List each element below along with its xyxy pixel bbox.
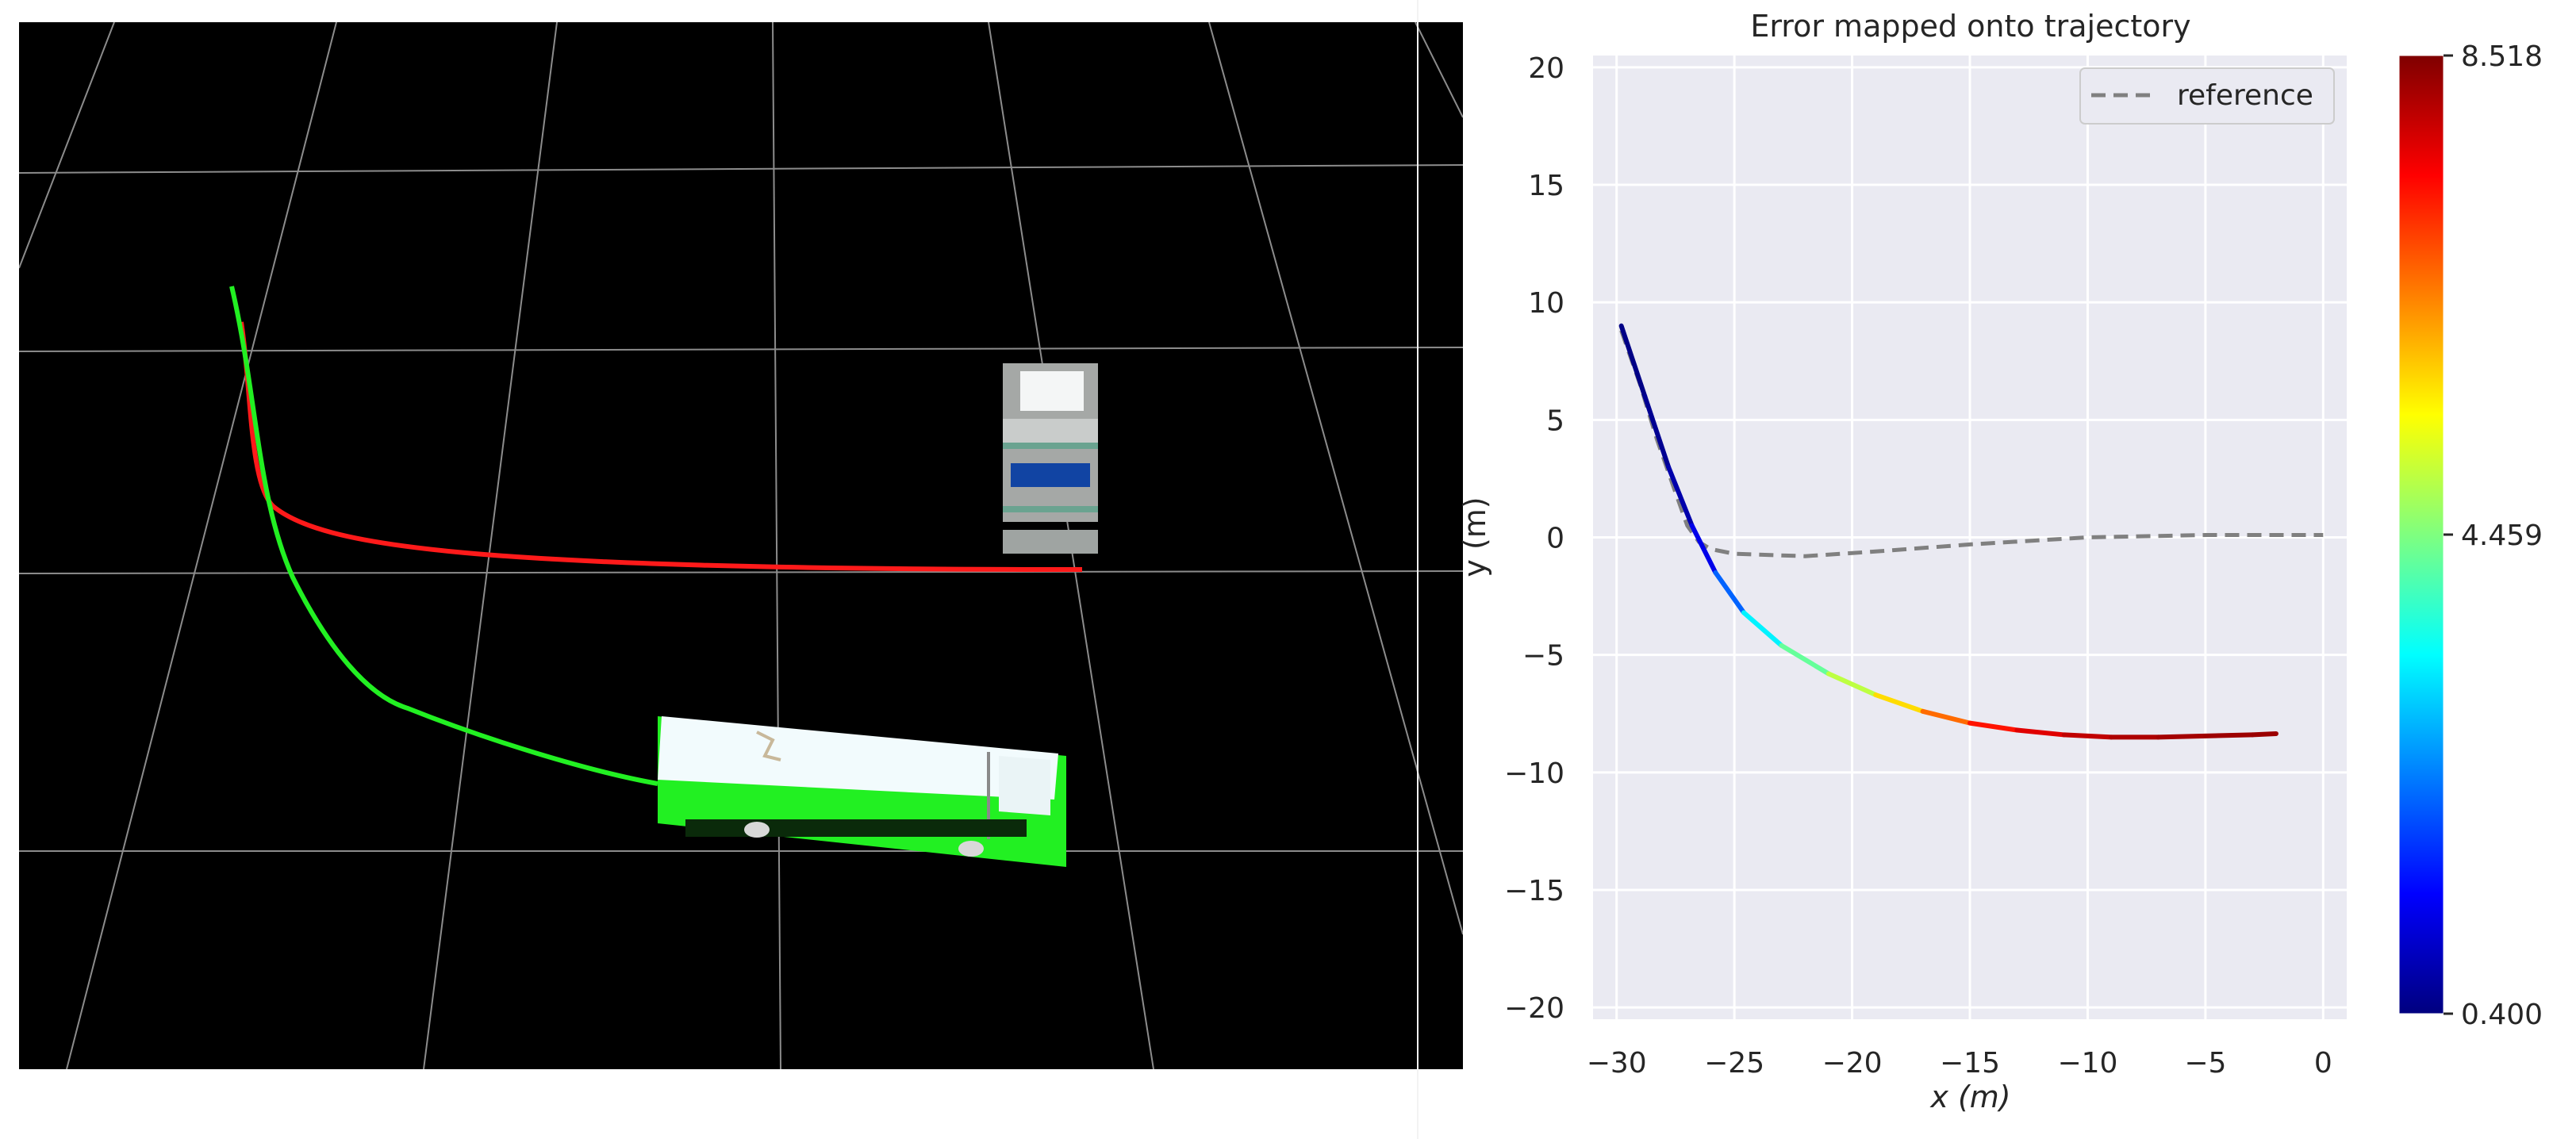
error-line-segment [1779, 642, 1831, 677]
y-tick-label: −10 [1504, 757, 1564, 790]
building [1003, 363, 1098, 554]
x-tick-label: −10 [2057, 1047, 2117, 1080]
legend: reference [2079, 67, 2335, 125]
plot-grid [1593, 56, 2347, 1019]
y-tick-label: 20 [1528, 52, 1564, 85]
x-axis-label: x (m) [1929, 1080, 2010, 1114]
bus-rear-panel [999, 756, 1050, 815]
x-tick-label: −25 [1704, 1047, 1764, 1080]
y-tick-label: −15 [1504, 875, 1564, 907]
colorbar-tick-label: 0.400 [2461, 999, 2543, 1031]
error-line-segment [2061, 732, 2114, 740]
building-window [1011, 463, 1090, 487]
green-trajectory [229, 286, 658, 786]
building-trim [1003, 443, 1098, 449]
bus [658, 716, 1066, 867]
colorbar-tick-label: 8.518 [2461, 40, 2543, 73]
y-tick-labels: −20 −15 −10 −5 0 5 10 15 20 [1504, 52, 1564, 1025]
error-line-segment [1642, 393, 1671, 470]
building-base [1003, 530, 1098, 554]
y-tick-label: 15 [1528, 170, 1564, 202]
x-tick-labels: −30 −25 −20 −15 −10 −5 0 [1587, 1047, 2332, 1080]
colorbar-gradient [2398, 55, 2444, 1014]
error-line-segment [2156, 733, 2208, 740]
y-axis-label: y (m) [1457, 497, 1492, 577]
x-tick-label: −30 [1587, 1047, 1647, 1080]
grid-line [423, 21, 558, 1070]
colorbar: 8.518 4.459 0.400 [2398, 40, 2543, 1031]
chart-title: Error mapped onto trajectory [1750, 9, 2190, 44]
grid-line [1208, 21, 1464, 935]
error-line-segment [1666, 464, 1695, 528]
grid-line [18, 164, 1464, 174]
grid-line [18, 347, 1464, 352]
building-band [1003, 419, 1098, 443]
panel-divider [1417, 0, 1419, 1139]
bus-wheel [744, 822, 770, 838]
y-tick-label: 0 [1546, 523, 1564, 555]
grid-line [18, 21, 115, 269]
bus-roof [658, 716, 1058, 800]
error-line-segment [1713, 570, 1746, 616]
error-line-segment [1920, 708, 1972, 726]
x-tick-label: −15 [1940, 1047, 2000, 1080]
building-roof [1020, 371, 1084, 411]
3d-scene-view [18, 21, 1464, 1070]
bus-roof-detail [756, 731, 781, 761]
error-line-segment [1873, 692, 1925, 714]
x-tick-label: 0 [2314, 1047, 2332, 1080]
red-trajectory [239, 321, 1083, 572]
y-tick-label: 10 [1528, 287, 1564, 320]
grid-line [66, 21, 337, 1070]
x-tick-label: −5 [2184, 1047, 2226, 1080]
y-tick-label: −20 [1504, 992, 1564, 1025]
error-line-segment [1618, 323, 1648, 399]
error-line-segment [1741, 610, 1784, 648]
error-line-segment [1825, 671, 1879, 698]
ground-grid [18, 21, 1464, 1070]
error-line-segment [2202, 732, 2255, 738]
building-trim [1003, 506, 1098, 512]
grid-line [18, 570, 1464, 574]
bus-side-shadow [685, 819, 1027, 837]
x-tick-label: −20 [1822, 1047, 1883, 1080]
colorbar-tick-label: 4.459 [2461, 520, 2543, 552]
bus-wheel [958, 841, 984, 857]
grid-line [772, 21, 781, 1070]
y-tick-label: −5 [1522, 640, 1564, 673]
error-line-segment [2014, 727, 2067, 738]
error-line-segment [1968, 720, 2020, 733]
colorbar-ticks: 8.518 4.459 0.400 [2444, 40, 2543, 1031]
grid-line [1415, 21, 1464, 118]
legend-box [2079, 67, 2335, 125]
error-line-segment [1689, 523, 1718, 575]
error-series [1618, 323, 2278, 740]
legend-reference-label: reference [2177, 79, 2313, 112]
y-tick-label: 5 [1546, 405, 1564, 437]
3d-scene-canvas [18, 21, 1464, 1070]
